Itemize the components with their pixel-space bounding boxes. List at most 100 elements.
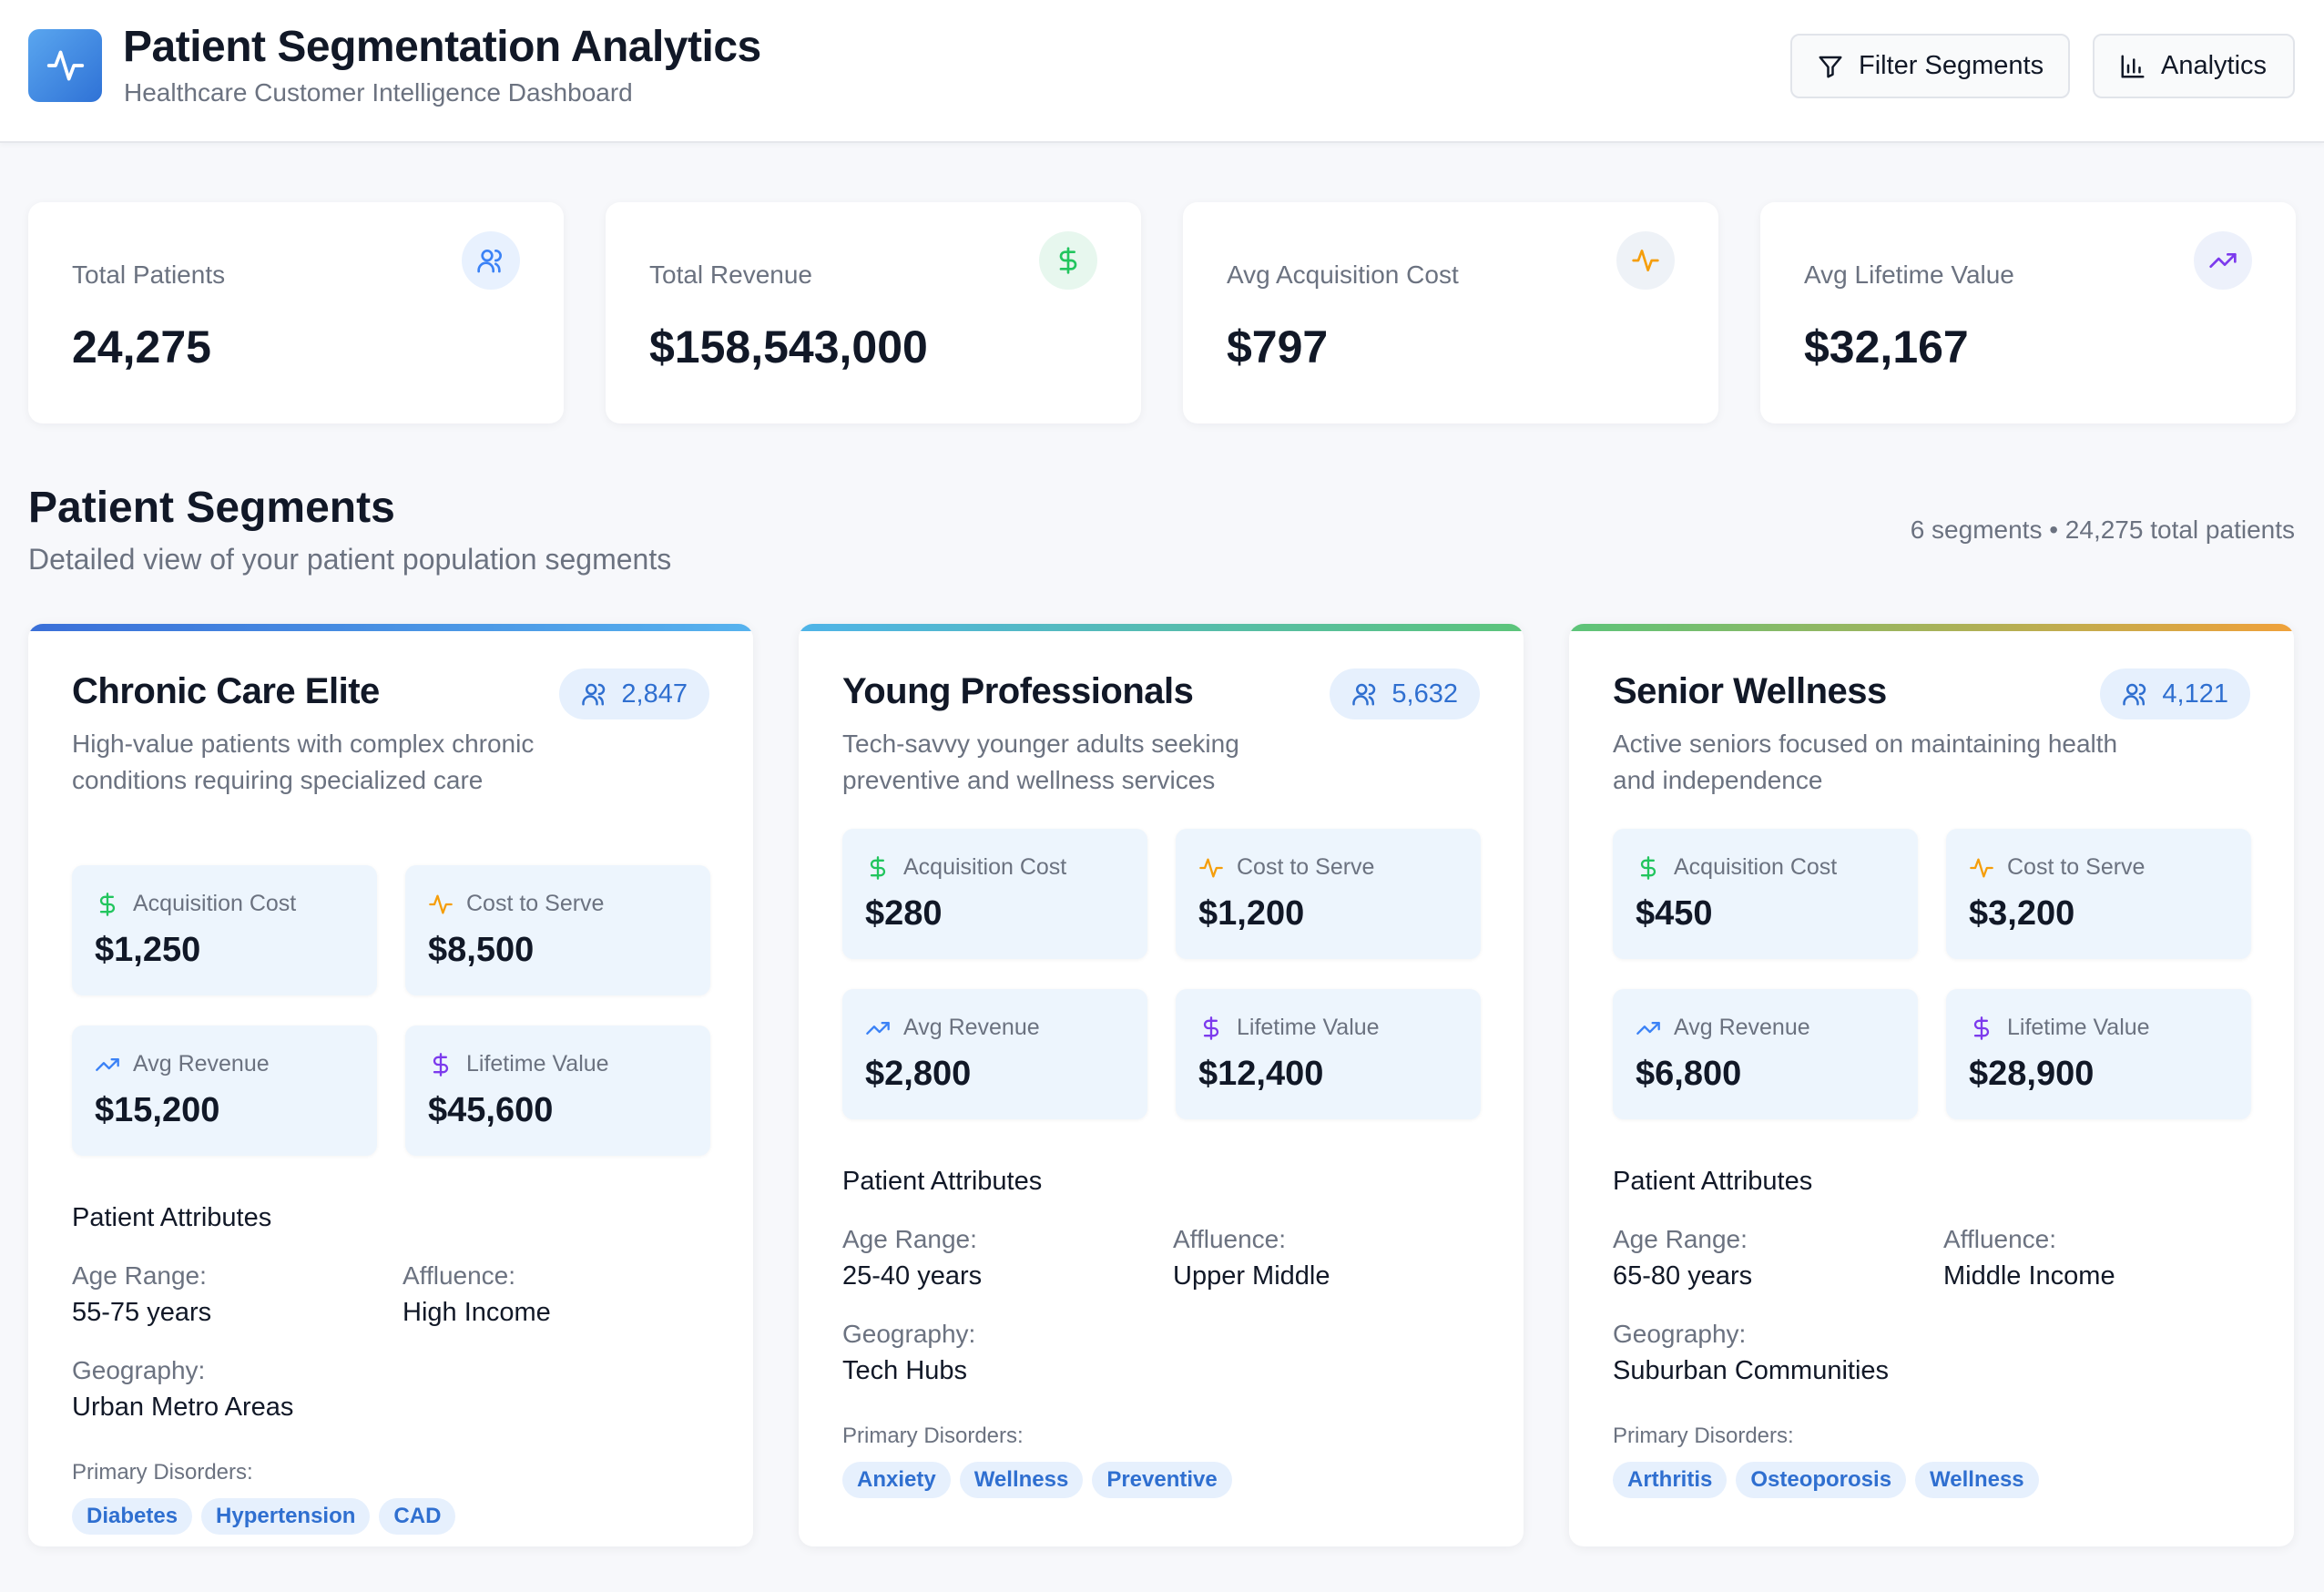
- age-range-value: 55-75 years: [72, 1298, 212, 1327]
- segment-accent-bar: [28, 624, 753, 631]
- metric-value: $450: [1636, 894, 1713, 933]
- segment-card-chronic-care-elite[interactable]: Chronic Care Elite 2,847 High-value pati…: [28, 624, 753, 1546]
- filter-segments-label: Filter Segments: [1859, 51, 2044, 80]
- metric-lifetime-value: Lifetime Value $28,900: [1946, 989, 2251, 1119]
- dollar-icon: [1640, 855, 1656, 880]
- dollar-icon: [99, 892, 116, 916]
- metric-avg-revenue: Avg Revenue $2,800: [842, 989, 1147, 1119]
- segment-description: High-value patients with complex chronic…: [72, 730, 535, 794]
- primary-disorders-label: Primary Disorders:: [1613, 1424, 1794, 1448]
- metric-label: Acquisition Cost: [133, 891, 297, 916]
- segments-section-title: Patient Segments: [28, 484, 395, 532]
- age-range-value: 65-80 years: [1613, 1261, 1753, 1291]
- metric-acquisition-cost: Acquisition Cost $1,250: [72, 865, 377, 995]
- dollar-icon: [1059, 247, 1077, 274]
- analytics-button[interactable]: Analytics: [2093, 34, 2295, 98]
- dollar-icon: [870, 855, 886, 880]
- metric-label: Cost to Serve: [1237, 854, 1375, 880]
- trending-up-icon: [866, 1021, 890, 1035]
- metric-label: Avg Revenue: [903, 1015, 1040, 1040]
- segment-card-senior-wellness[interactable]: Senior Wellness 4,121 Active seniors foc…: [1569, 624, 2294, 1546]
- affluence-value: Middle Income: [1943, 1261, 2115, 1291]
- patient-attributes-title: Patient Attributes: [842, 1167, 1043, 1196]
- segment-accent-bar: [1569, 624, 2294, 631]
- page-subtitle: Healthcare Customer Intelligence Dashboa…: [124, 78, 633, 107]
- metric-label: Lifetime Value: [2007, 1015, 2150, 1040]
- metric-lifetime-value: Lifetime Value $12,400: [1176, 989, 1481, 1119]
- metric-value: $45,600: [428, 1091, 554, 1129]
- users-icon: [1352, 683, 1376, 706]
- disorder-tag: Arthritis: [1613, 1462, 1728, 1498]
- metric-label: Cost to Serve: [466, 891, 605, 916]
- page-title: Patient Segmentation Analytics: [123, 23, 761, 71]
- stat-label: Avg Acquisition Cost: [1227, 260, 1459, 289]
- affluence-label: Affluence:: [403, 1261, 516, 1290]
- disorder-tag: Wellness: [1915, 1462, 2039, 1498]
- activity-icon: [1632, 250, 1659, 271]
- filter-segments-button[interactable]: Filter Segments: [1790, 34, 2070, 98]
- metric-acquisition-cost: Acquisition Cost $280: [842, 829, 1147, 959]
- disorder-tag: CAD: [379, 1498, 456, 1535]
- stat-card-avg-acquisition-cost: Avg Acquisition Cost $797: [1183, 202, 1718, 424]
- metric-cost-to-serve: Cost to Serve $1,200: [1176, 829, 1481, 959]
- trending-up-icon: [2209, 253, 2237, 268]
- disorder-tag: Anxiety: [842, 1462, 951, 1498]
- segment-name: Young Professionals: [842, 671, 1194, 711]
- segment-name: Chronic Care Elite: [72, 671, 380, 711]
- age-range-label: Age Range:: [72, 1261, 207, 1290]
- affluence-label: Affluence:: [1943, 1225, 2057, 1253]
- bar-chart-icon: [2121, 55, 2145, 77]
- users-icon: [582, 683, 606, 706]
- age-range-label: Age Range:: [1613, 1225, 1748, 1253]
- trending-up-icon: [96, 1057, 119, 1071]
- age-range-value: 25-40 years: [842, 1261, 983, 1291]
- segment-name: Senior Wellness: [1613, 671, 1887, 711]
- patient-attributes-title: Patient Attributes: [72, 1203, 272, 1232]
- stat-card-total-patients: Total Patients 24,275: [28, 202, 564, 424]
- affluence-label: Affluence:: [1173, 1225, 1287, 1253]
- primary-disorders-label: Primary Disorders:: [72, 1460, 253, 1485]
- dollar-icon: [1973, 1015, 1990, 1040]
- metric-label: Cost to Serve: [2007, 854, 2146, 880]
- segment-count-value: 4,121: [2162, 679, 2228, 709]
- stat-value: $158,543,000: [649, 321, 928, 372]
- metric-value: $280: [865, 894, 943, 933]
- disorder-tag: Wellness: [959, 1462, 1084, 1498]
- disorder-tag: Preventive: [1092, 1462, 1232, 1498]
- geography-label: Geography:: [72, 1356, 206, 1384]
- activity-icon: [429, 894, 453, 913]
- metric-value: $8,500: [428, 931, 535, 969]
- stat-label: Avg Lifetime Value: [1804, 260, 2014, 289]
- segment-patient-count: 2,847: [559, 668, 709, 719]
- disorder-tag: Hypertension: [201, 1498, 371, 1535]
- segment-patient-count: 5,632: [1330, 668, 1480, 719]
- metric-avg-revenue: Avg Revenue $15,200: [72, 1026, 377, 1156]
- metric-label: Lifetime Value: [1237, 1015, 1380, 1040]
- geography-label: Geography:: [1613, 1320, 1747, 1348]
- affluence-value: Upper Middle: [1173, 1261, 1330, 1291]
- affluence-value: High Income: [403, 1298, 551, 1327]
- metric-cost-to-serve: Cost to Serve $3,200: [1946, 829, 2251, 959]
- segment-count-value: 2,847: [621, 679, 688, 709]
- disorder-tags: Anxiety Wellness Preventive: [842, 1462, 1232, 1498]
- disorder-tag: Diabetes: [72, 1498, 193, 1535]
- segments-section-subtitle: Detailed view of your patient population…: [28, 543, 672, 576]
- dollar-icon: [1203, 1015, 1219, 1040]
- segment-card-young-professionals[interactable]: Young Professionals 5,632 Tech-savvy you…: [799, 624, 1524, 1546]
- metric-lifetime-value: Lifetime Value $45,600: [405, 1026, 710, 1156]
- segment-count-value: 5,632: [1391, 679, 1458, 709]
- metric-label: Avg Revenue: [1674, 1015, 1810, 1040]
- trending-up-icon: [1636, 1021, 1660, 1035]
- segment-description: Tech-savvy younger adults seeking preven…: [842, 730, 1239, 794]
- metric-acquisition-cost: Acquisition Cost $450: [1613, 829, 1918, 959]
- stat-icon-badge: [1039, 231, 1097, 290]
- geography-value: Tech Hubs: [842, 1356, 968, 1385]
- stat-icon-badge: [462, 231, 520, 290]
- metric-value: $1,250: [95, 931, 201, 969]
- segments-summary: 6 segments • 24,275 total patients: [1910, 515, 2295, 544]
- metric-value: $15,200: [95, 1091, 220, 1129]
- metric-value: $12,400: [1198, 1055, 1324, 1093]
- filter-icon: [1819, 56, 1842, 77]
- metric-avg-revenue: Avg Revenue $6,800: [1613, 989, 1918, 1119]
- users-icon: [2123, 683, 2146, 706]
